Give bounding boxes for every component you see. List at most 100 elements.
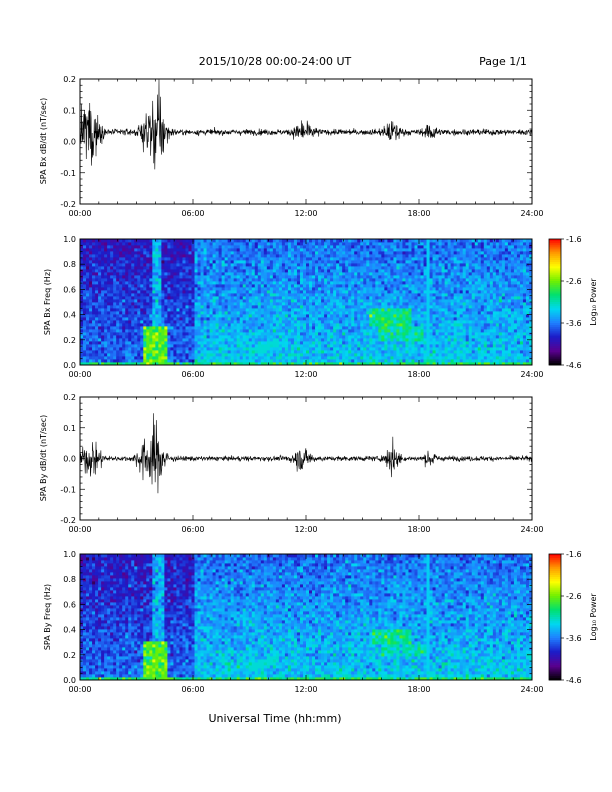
spectrogram-cell (525, 287, 530, 291)
spectrogram-cell (357, 305, 361, 309)
spectrogram-cell (417, 317, 421, 321)
spectrogram-cell (348, 332, 352, 336)
spectrogram-cell (435, 341, 439, 345)
spectrogram-cell (224, 323, 229, 327)
spectrogram-cell (330, 284, 334, 288)
spectrogram-cell (119, 338, 123, 342)
spectrogram-cell (375, 329, 379, 333)
spectrogram-cell (89, 284, 93, 288)
spectrogram-cell (450, 326, 455, 330)
spectrogram-cell (263, 329, 268, 333)
spectrogram-cell (182, 278, 186, 282)
spectrogram-cell (498, 314, 503, 318)
spectrogram-cell (185, 350, 189, 354)
spectrogram-cell (164, 314, 168, 318)
spectrogram-cell (185, 314, 189, 318)
spectrogram-cell (287, 299, 292, 303)
spectrogram-cell (381, 299, 385, 303)
spectrogram-cell (339, 287, 343, 291)
spectrogram-cell (221, 284, 226, 288)
spectrogram-cell (233, 323, 238, 327)
spectrogram-cell (384, 305, 388, 309)
spectrogram-cell (254, 359, 259, 363)
spectrogram-cell (327, 305, 331, 309)
spectrogram-cell (224, 353, 229, 357)
spectrogram-cell (302, 344, 307, 348)
spectrogram-cell (254, 350, 259, 354)
spectrogram-cell (104, 341, 108, 345)
spectrogram-cell (128, 329, 132, 333)
spectrogram-cell (486, 287, 491, 291)
spectrogram-cell (107, 335, 111, 339)
spectrogram-cell (387, 272, 391, 276)
spectrogram-cell (378, 293, 382, 297)
spectrogram-cell (293, 356, 298, 360)
spectrogram-cell (212, 344, 216, 348)
spectrogram-cell (453, 353, 458, 357)
spectrogram-cell (281, 362, 286, 365)
spectrogram-cell (125, 341, 129, 345)
spectrogram-cell (492, 341, 497, 345)
spectrogram-cell (351, 293, 355, 297)
spectrogram-cell (426, 287, 430, 291)
spectrogram-cell (363, 296, 367, 300)
spectrogram-cell (339, 344, 343, 348)
spectrogram-cell (146, 284, 150, 288)
spectrogram-cell (525, 323, 530, 327)
spectrogram-cell (197, 329, 201, 333)
spectrogram-cell (173, 272, 177, 276)
spectrogram-cell (269, 311, 274, 315)
spectrogram-cell (119, 341, 123, 345)
spectrogram-cell (233, 293, 238, 297)
spectrogram-cell (89, 338, 93, 342)
spectrogram-cell (125, 350, 129, 354)
spectrogram-cell (149, 287, 153, 291)
spectrogram-cell (287, 311, 292, 315)
spectrogram-cell (519, 302, 524, 306)
spectrogram-cell (122, 311, 126, 315)
spectrogram-cell (101, 296, 105, 300)
spectrogram-cell (339, 275, 343, 279)
spectrogram-cell (345, 332, 349, 336)
spectrogram-cell (257, 341, 262, 345)
spectrogram-cell (522, 272, 527, 276)
spectrogram-cell (176, 344, 180, 348)
spectrogram-cell (360, 296, 364, 300)
spectrogram-cell (119, 314, 123, 318)
spectrogram-cell (396, 347, 400, 351)
spectrogram-cell (435, 359, 439, 363)
spectrogram-cell (263, 272, 268, 276)
spectrogram-cell (402, 302, 406, 306)
spectrogram-cell (260, 347, 265, 351)
spectrogram-cell (312, 296, 316, 300)
spectrogram-cell (122, 326, 126, 330)
spectrogram-cell (519, 269, 524, 273)
spectrogram-cell (423, 269, 427, 273)
spectrogram-cell (233, 296, 238, 300)
spectrogram-cell (468, 362, 473, 365)
spectrogram-cell (89, 281, 93, 285)
spectrogram-cell (495, 281, 500, 285)
spectrogram-cell (465, 269, 470, 273)
spectrogram-cell (116, 317, 120, 321)
spectrogram-cell (161, 347, 165, 351)
spectrogram-cell (278, 323, 283, 327)
spectrogram-cell (125, 299, 129, 303)
spectrogram-cell (450, 293, 455, 297)
spectrogram-cell (477, 314, 482, 318)
spectrogram-cell (354, 308, 358, 312)
spectrogram-cell (351, 290, 355, 294)
spectrogram-cell (230, 329, 235, 333)
spectrogram-cell (251, 293, 256, 297)
spectrogram-cell (411, 341, 415, 345)
spectrogram-cell (254, 320, 259, 324)
spectrogram-cell (299, 320, 304, 324)
spectrogram-cell (396, 350, 400, 354)
spectrogram-cell (513, 287, 518, 291)
spectrogram-cell (378, 317, 382, 321)
spectrogram-cell (477, 323, 482, 327)
spectrogram-cell (429, 344, 433, 348)
spectrogram-cell (381, 332, 385, 336)
spectrogram-cell (155, 323, 159, 327)
spectrogram-cell (444, 284, 449, 288)
